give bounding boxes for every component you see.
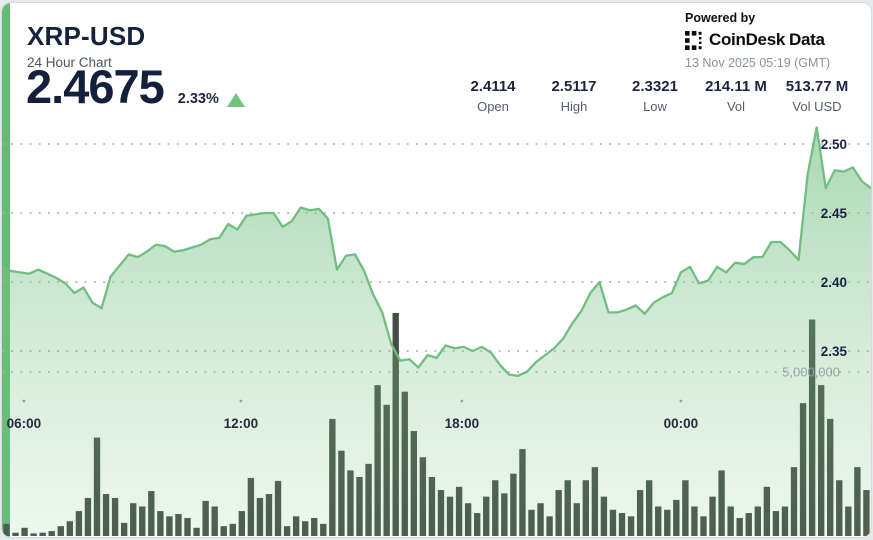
price-line xyxy=(2,126,871,377)
x-axis-tick-dot xyxy=(460,399,464,403)
brand-block: Powered by CoinDesk Data 13 Nov 2025 05:… xyxy=(685,11,845,70)
brand-name: CoinDesk xyxy=(709,30,786,49)
coindesk-logo: CoinDesk Data xyxy=(685,30,845,50)
stat-vol-usd-label: Vol USD xyxy=(792,99,842,114)
stat-vol-label: Vol xyxy=(726,99,746,114)
axis-tick-label: 12:00 xyxy=(224,416,259,431)
axis-tick-label: 2.40 xyxy=(821,275,847,290)
page-title: XRP-USD xyxy=(27,21,146,51)
chart-subtitle: 24 Hour Chart xyxy=(27,55,112,70)
stat-open: 2.4114 Open xyxy=(461,78,525,114)
brand-suffix: Data xyxy=(789,30,825,49)
stat-vol: 214.11 M Vol xyxy=(704,78,768,114)
axis-tick-label: 2.50 xyxy=(821,137,847,152)
stat-high-label: High xyxy=(560,99,588,114)
powered-by-label: Powered by xyxy=(685,11,756,25)
axis-tick-label: 5,000,000 xyxy=(782,365,840,380)
stat-vol-usd-value: 513.77 M xyxy=(785,78,849,95)
stat-vol-usd: 513.77 M Vol USD xyxy=(785,78,849,114)
price-volume-chart: 2.50 2.45 2.40 2.35 5,000,000 06:00 12:00 18:00… xyxy=(2,121,871,537)
timestamp: 13 Nov 2025 05:19 (GMT) xyxy=(685,56,831,70)
stat-vol-value: 214.11 M xyxy=(705,78,767,95)
x-axis-tick-dot xyxy=(679,399,683,403)
axis-tick-label: 18:00 xyxy=(445,416,480,431)
up-triangle-icon xyxy=(226,93,245,107)
coindesk-logo-icon xyxy=(685,30,702,50)
stat-high: 2.5117 High xyxy=(542,78,606,114)
title-block: XRP-USD 24 Hour Chart xyxy=(27,21,145,70)
stat-low-label: Low xyxy=(643,99,667,114)
stat-low-value: 2.3321 xyxy=(632,78,678,95)
stats-row: 2.4114 Open 2.5117 High 2.3321 Low 214.1… xyxy=(461,78,849,114)
stat-low: 2.3321 Low xyxy=(623,78,687,114)
price-area-fill xyxy=(2,127,871,536)
x-axis-tick-dot xyxy=(22,399,26,403)
price-row: 2.4675 2.33% xyxy=(26,63,245,110)
chart-svg: 2.50 2.45 2.40 2.35 5,000,000 06:00 12:00 18:00… xyxy=(2,126,871,536)
current-price: 2.4675 xyxy=(26,60,165,113)
axis-tick-label: 2.45 xyxy=(821,206,848,221)
stat-open-value: 2.4114 xyxy=(470,78,516,95)
stat-high-value: 2.5117 xyxy=(551,78,597,95)
axis-tick-label: 06:00 xyxy=(7,416,42,431)
axis-tick-label: 2.35 xyxy=(821,344,848,359)
axis-tick-label: 00:00 xyxy=(664,416,699,431)
x-axis-tick-dot xyxy=(239,399,243,403)
stat-open-label: Open xyxy=(477,99,509,114)
change-percent: 2.33% xyxy=(177,91,219,107)
